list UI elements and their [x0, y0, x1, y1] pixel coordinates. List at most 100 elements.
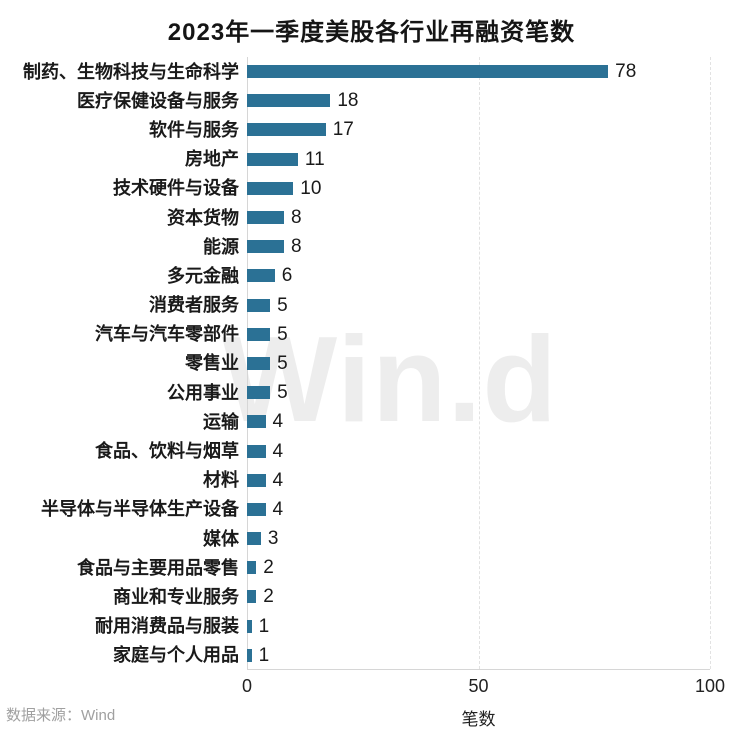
bar-row: 软件与服务 17 [0, 115, 710, 144]
value-label: 5 [277, 352, 288, 374]
bar [247, 473, 266, 487]
bar [247, 94, 331, 108]
category-label: 半导体与半导体生产设备 [41, 499, 239, 520]
bar-track: 4 [247, 436, 710, 465]
bar-row: 能源 8 [0, 232, 710, 261]
bar [247, 327, 271, 341]
bar-rows: 制药、生物科技与生命科学 78 医疗保健设备与服务 18 软件与服务 17 房地产 11 技术硬… [0, 57, 710, 670]
data-source-label: 数据来源： [6, 707, 82, 724]
bar [247, 269, 275, 283]
category-label: 零售业 [185, 353, 239, 374]
value-label: 11 [304, 148, 325, 170]
value-label: 8 [291, 236, 302, 258]
category-label: 食品与主要用品零售 [77, 557, 239, 578]
value-label: 17 [332, 119, 354, 141]
value-label: 4 [272, 440, 284, 462]
value-label: 2 [263, 586, 274, 608]
category-label: 媒体 [203, 528, 239, 549]
bar-row: 半导体与半导体生产设备 4 [0, 495, 710, 524]
value-label: 5 [277, 382, 288, 404]
wind-watermark: Win.d [222, 311, 558, 447]
bar [247, 211, 285, 225]
data-source-value: Wind [81, 707, 116, 724]
value-label: 5 [277, 294, 288, 316]
bar-row: 零售业 5 [0, 349, 710, 378]
bar-row: 技术硬件与设备 10 [0, 174, 710, 203]
bar-row: 运输 4 [0, 407, 710, 436]
bar-track: 6 [247, 261, 710, 290]
x-axis-ticks: 0 50 100 [242, 677, 725, 699]
bar-row: 公用事业 5 [0, 378, 710, 407]
category-label: 软件与服务 [149, 119, 239, 140]
bar [247, 240, 285, 254]
bar-track: 17 [247, 115, 710, 144]
category-label: 食品、饮料与烟草 [95, 441, 239, 462]
bar-row: 耐用消费品与服装 1 [0, 612, 710, 641]
value-label: 2 [263, 557, 274, 579]
bar [247, 152, 298, 166]
bar [247, 65, 609, 79]
bar-track: 5 [247, 291, 710, 320]
category-label: 房地产 [185, 149, 239, 170]
x-tick-label: 100 [694, 676, 726, 696]
bar-track: 5 [247, 349, 710, 378]
bar-track: 4 [247, 407, 710, 436]
category-label: 公用事业 [167, 382, 239, 403]
bar-track: 5 [247, 378, 710, 407]
category-label: 医疗保健设备与服务 [77, 90, 239, 111]
bar-row: 材料 4 [0, 466, 710, 495]
bar [247, 356, 271, 370]
chart-title: 2023年一季度美股各行业再融资笔数 [167, 19, 576, 46]
gridline [710, 57, 711, 669]
category-label: 消费者服务 [149, 295, 239, 316]
bar-track: 10 [247, 174, 710, 203]
value-label: 4 [272, 469, 284, 491]
bar-row: 商业和专业服务 2 [0, 582, 710, 611]
category-label: 商业和专业服务 [113, 586, 239, 607]
category-label: 多元金融 [167, 265, 239, 286]
bar-track: 8 [247, 232, 710, 261]
bar [247, 502, 266, 516]
bar-row: 媒体 3 [0, 524, 710, 553]
value-label: 18 [337, 90, 359, 112]
bar-track: 18 [247, 86, 710, 115]
value-label: 5 [277, 323, 288, 345]
bar [247, 648, 252, 662]
value-label: 3 [267, 528, 279, 550]
bar [247, 386, 271, 400]
bar-track: 2 [247, 582, 710, 611]
category-label: 耐用消费品与服装 [95, 616, 239, 637]
category-label: 汽车与汽车零部件 [95, 324, 239, 345]
bar-row: 多元金融 6 [0, 261, 710, 290]
value-label: 6 [281, 265, 293, 287]
bar [247, 590, 257, 604]
x-axis-title: 笔数 [461, 710, 496, 729]
bar-row: 资本货物 8 [0, 203, 710, 232]
bar [247, 561, 257, 575]
category-label: 制药、生物科技与生命科学 [23, 61, 239, 82]
bar-row: 汽车与汽车零部件 5 [0, 320, 710, 349]
bar-row: 家庭与个人用品 1 [0, 641, 710, 670]
category-label: 材料 [203, 470, 239, 491]
bar-track: 2 [247, 553, 710, 582]
bar [247, 123, 326, 137]
bar [247, 532, 261, 546]
bar [247, 415, 266, 429]
category-label: 家庭与个人用品 [113, 645, 239, 666]
bar-track: 8 [247, 203, 710, 232]
gridline [479, 57, 480, 669]
bar-track: 5 [247, 320, 710, 349]
value-label: 4 [272, 411, 284, 433]
bar-row: 消费者服务 5 [0, 291, 710, 320]
category-label: 资本货物 [167, 207, 239, 228]
bar-row: 房地产 11 [0, 145, 710, 174]
data-source: 数据来源：Wind [6, 704, 115, 725]
bar [247, 444, 266, 458]
bar-track: 4 [247, 466, 710, 495]
bar-track: 11 [247, 145, 710, 174]
category-label: 能源 [203, 236, 239, 257]
bar-track: 1 [247, 612, 710, 641]
bar [247, 298, 271, 312]
bar-track: 1 [247, 641, 710, 670]
